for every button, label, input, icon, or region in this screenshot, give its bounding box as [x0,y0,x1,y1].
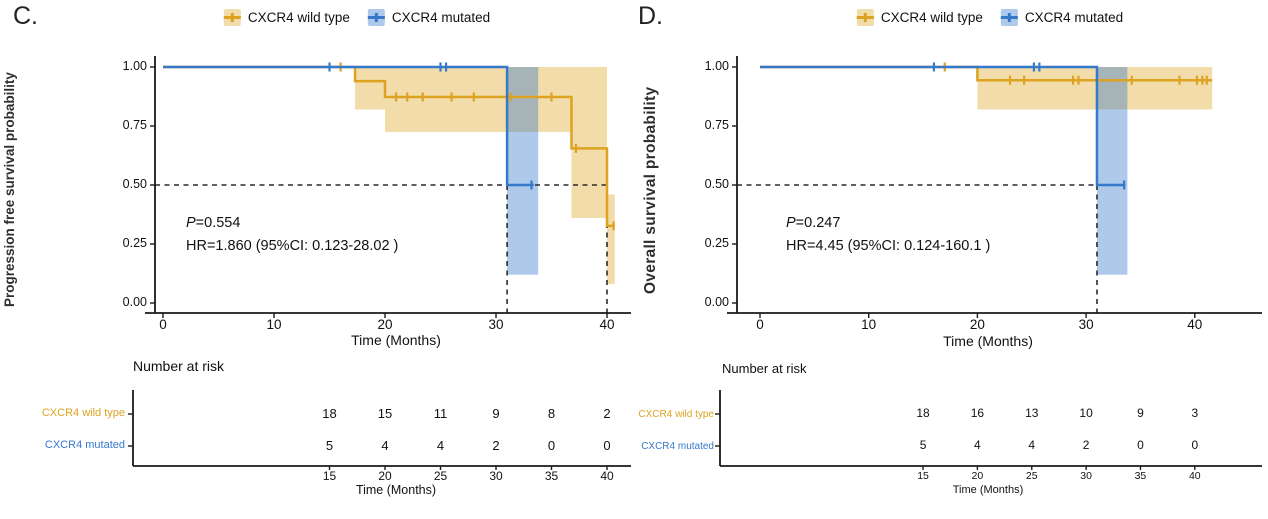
risk-row-label-wild-type: CXCR4 wild type [41,407,125,419]
confidence-band [385,67,572,132]
risk-row-label-mutated: CXCR4 mutated [641,441,714,452]
stats-annotation: P=0.247 HR=4.45 (95%CI: 0.124-160.1 ) [786,212,990,257]
panel-D: D. CXCR4 wild type CXCR4 mutated Overall… [634,0,1268,519]
confidence-band [571,67,607,219]
km-plot-canvas [128,56,631,470]
confidence-band [507,67,539,275]
panel-letter: D. [638,2,663,30]
legend-item-mutated: CXCR4 mutated [1000,9,1124,26]
legend-label-mutated: CXCR4 mutated [1024,10,1124,25]
hazard-ratio-text: HR=1.860 (95%CI: 0.123-28.02 ) [186,237,399,254]
risk-table-x-axis-title: Time (Months) [355,483,437,497]
legend: CXCR4 wild type CXCR4 mutated [856,9,1124,26]
x-axis-title: Time (Months) [943,333,1033,349]
survival-curve [163,65,615,228]
risk-row-label-wild-type: CXCR4 wild type [638,409,714,420]
confidence-band [607,194,615,285]
confidence-band [977,67,1213,110]
legend-label-mutated: CXCR4 mutated [391,10,491,25]
risk-table-x-axis-title: Time (Months) [952,484,1024,496]
panel-letter: C. [13,2,38,30]
risk-row-label-mutated: CXCR4 mutated [44,439,125,451]
confidence-band [355,67,385,110]
legend-key-wild-type-icon [223,9,241,26]
confidence-band [1096,67,1128,275]
hazard-ratio-text: HR=4.45 (95%CI: 0.124-160.1 ) [786,237,991,254]
stats-annotation: P=0.554 HR=1.860 (95%CI: 0.123-28.02 ) [186,212,398,257]
legend-key-mutated-icon [367,9,385,26]
risk-table-title: Number at risk [133,358,225,374]
legend-label-wild-type: CXCR4 wild type [880,10,983,25]
legend-key-mutated-icon [1000,9,1018,26]
legend-item-mutated: CXCR4 mutated [367,9,491,26]
legend-item-wild-type: CXCR4 wild type [856,9,983,26]
legend-key-wild-type-icon [856,9,874,26]
x-axis-title: Time (Months) [351,332,441,348]
survival-curve [760,65,1126,187]
p-value-text: P=0.247 [786,215,841,231]
legend-item-wild-type: CXCR4 wild type [223,9,350,26]
legend: CXCR4 wild type CXCR4 mutated [223,9,491,26]
legend-label-wild-type: CXCR4 wild type [247,10,350,25]
p-value-text: P=0.554 [186,215,241,231]
km-plot-canvas [715,56,1262,470]
panel-C: C. CXCR4 wild type CXCR4 mutated Progres… [2,2,631,497]
risk-table-title: Number at risk [722,361,807,376]
survival-curve [163,65,534,187]
